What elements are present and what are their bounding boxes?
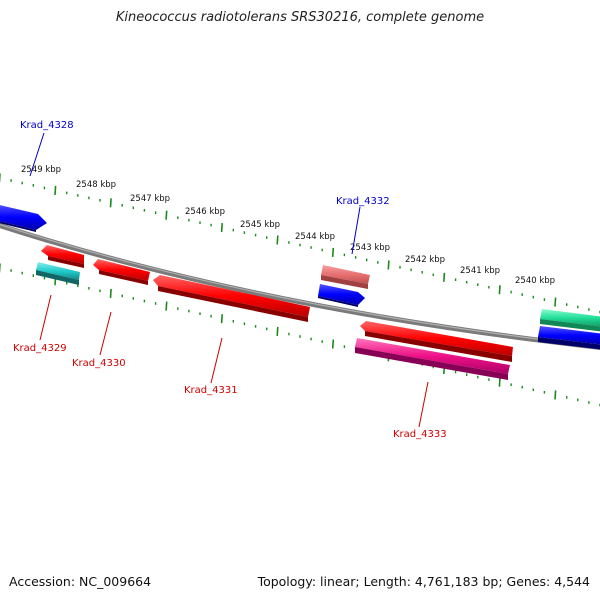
- gene-label-krad-4331[interactable]: Krad_4331: [184, 385, 238, 396]
- kbp-label-2541: 2541 kbp: [460, 266, 500, 276]
- gene-krad-4329[interactable]: [41, 245, 84, 268]
- forward-major-tick: [443, 272, 446, 282]
- reverse-major-tick: [109, 288, 112, 298]
- reverse-major-tick: [331, 339, 335, 349]
- gene-right-blue[interactable]: [538, 326, 600, 350]
- forward-major-tick: [387, 260, 390, 270]
- gene-krad-4333-magenta[interactable]: [355, 338, 510, 380]
- gene-label-krad-4329[interactable]: Krad_4329: [13, 343, 67, 354]
- gene-label-krad-4330[interactable]: Krad_4330: [72, 358, 126, 369]
- kbp-label-2543: 2543 kbp: [350, 243, 390, 253]
- kbp-label-2545: 2545 kbp: [240, 220, 280, 230]
- reverse-major-tick: [165, 301, 168, 311]
- accession-label: Accession: NC_009664: [9, 574, 152, 589]
- kbp-label-2542: 2542 kbp: [405, 255, 445, 265]
- kbp-label-2549: 2549 kbp: [21, 165, 61, 175]
- forward-tick-track: [0, 173, 600, 314]
- forward-major-tick: [331, 247, 335, 257]
- reverse-major-tick: [554, 390, 557, 400]
- reverse-major-tick: [220, 314, 223, 324]
- leader-krad-4328: [29, 132, 45, 177]
- forward-major-tick: [54, 185, 57, 195]
- gene-krad-4332[interactable]: [321, 265, 370, 289]
- forward-major-tick: [109, 198, 112, 208]
- kbp-label-2540: 2540 kbp: [515, 276, 555, 286]
- leader-krad-4332: [351, 206, 361, 255]
- kbp-label-2544: 2544 kbp: [295, 232, 335, 242]
- gene-krad-4328[interactable]: [0, 204, 47, 232]
- leader-krad-4331: [210, 337, 223, 384]
- forward-major-tick: [165, 210, 168, 220]
- genome-backbone: [0, 222, 600, 350]
- forward-major-tick: [498, 285, 501, 295]
- gene-krad-4333[interactable]: [360, 321, 513, 362]
- gene-right-teal[interactable]: [540, 309, 600, 332]
- gene-krad-4332-adjacent[interactable]: [318, 284, 365, 307]
- page-title: Kineococcus radiotolerans SRS30216, comp…: [115, 10, 485, 25]
- reverse-major-tick: [276, 326, 279, 336]
- gene-krad-4330[interactable]: [93, 259, 150, 285]
- kbp-tick-labels: 2549 kbp 2548 kbp 2547 kbp 2546 kbp 2545…: [21, 165, 555, 286]
- genome-backbone-highlight: [0, 223, 600, 348]
- gene-krad-4329-cyan[interactable]: [36, 262, 80, 285]
- gene-krad-4331[interactable]: [153, 275, 310, 322]
- leader-krad-4333: [418, 381, 429, 428]
- kbp-label-2548: 2548 kbp: [76, 180, 116, 190]
- kbp-label-2546: 2546 kbp: [185, 207, 225, 217]
- topology-label: Topology: linear; Length: 4,761,183 bp; …: [257, 574, 590, 589]
- reverse-major-tick: [498, 377, 501, 387]
- gene-label-krad-4328[interactable]: Krad_4328: [20, 120, 74, 131]
- kbp-label-2547: 2547 kbp: [130, 194, 170, 204]
- gene-label-krad-4333[interactable]: Krad_4333: [393, 429, 447, 440]
- forward-major-tick: [220, 223, 223, 233]
- leader-krad-4329: [39, 294, 52, 341]
- forward-major-tick: [276, 235, 279, 245]
- forward-major-tick: [554, 297, 557, 307]
- leader-krad-4330: [99, 311, 112, 356]
- gene-label-krad-4332[interactable]: Krad_4332: [336, 196, 390, 207]
